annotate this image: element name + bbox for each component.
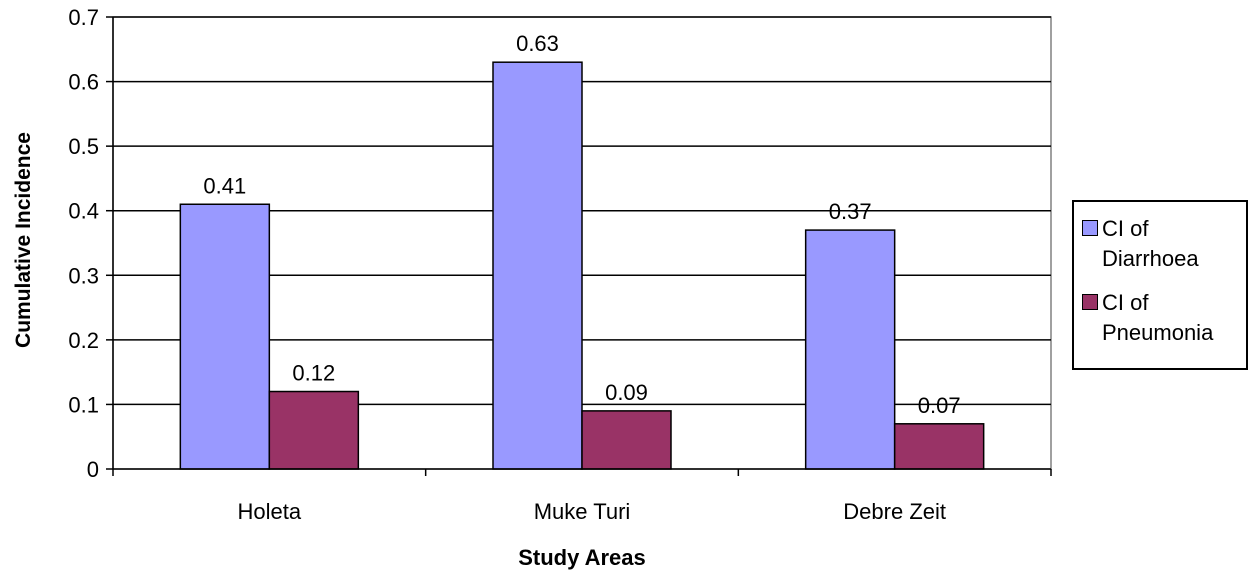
legend-swatch-diarrhoea <box>1082 220 1098 236</box>
legend-label-diarrhoea: CI of Diarrhoea <box>1102 216 1199 271</box>
bar <box>581 410 672 470</box>
data-label: 0.07 <box>918 393 961 418</box>
y-tick-label: 0.7 <box>68 5 99 30</box>
data-labels: 0.41 0.12 0.63 0.09 0.37 0.07 <box>203 31 960 418</box>
legend-swatch-pneumonia <box>1082 294 1098 310</box>
y-tick-label: 0.1 <box>68 392 99 417</box>
bar <box>179 203 271 470</box>
y-tick-label: 0.4 <box>68 199 99 224</box>
legend-item-diarrhoea: CI of Diarrhoea <box>1082 214 1240 274</box>
bar <box>492 61 583 470</box>
y-tick-label: 0.6 <box>68 70 99 95</box>
data-label: 0.63 <box>516 31 559 56</box>
y-axis-title: Cumulative Incidence <box>12 132 35 348</box>
data-label: 0.41 <box>203 173 246 198</box>
legend: CI of Diarrhoea CI of Pneumonia <box>1072 200 1248 370</box>
x-tick-label: Debre Zeit <box>843 499 946 524</box>
legend-label-pneumonia: CI of Pneumonia <box>1102 290 1214 345</box>
legend-item-pneumonia: CI of Pneumonia <box>1082 288 1240 348</box>
y-tick-label: 0.5 <box>68 134 99 159</box>
data-label: 0.37 <box>829 199 872 224</box>
bar <box>268 390 360 470</box>
bar <box>804 229 896 470</box>
axes: 0 0.1 0.2 0.3 0.4 0.5 0.6 0.7 Holeta Muke Turi Deb… <box>68 5 1052 524</box>
y-tick-label: 0.2 <box>68 328 99 353</box>
x-tick-label: Muke Turi <box>534 499 631 524</box>
bars <box>179 61 985 470</box>
data-label: 0.09 <box>605 380 648 405</box>
x-axis-title: Study Areas <box>518 545 646 570</box>
y-tick-label: 0.3 <box>68 263 99 288</box>
x-tick-label: Holeta <box>238 499 302 524</box>
data-label: 0.12 <box>292 361 335 386</box>
bar <box>893 423 985 470</box>
y-tick-label: 0 <box>87 457 99 482</box>
